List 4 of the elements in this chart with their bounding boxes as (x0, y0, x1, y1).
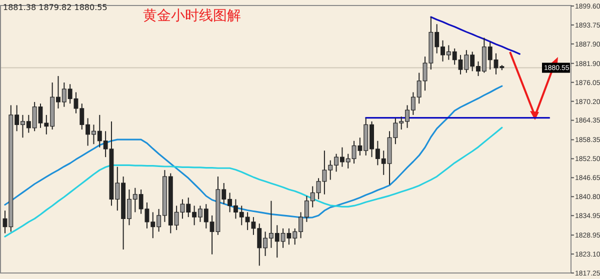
chart-title: 黄金小时线图解 (143, 8, 241, 24)
line-series (430, 16, 520, 55)
line-series (4, 126, 503, 238)
annotation: 1881.38 1879.82 1880.55 (3, 3, 108, 12)
